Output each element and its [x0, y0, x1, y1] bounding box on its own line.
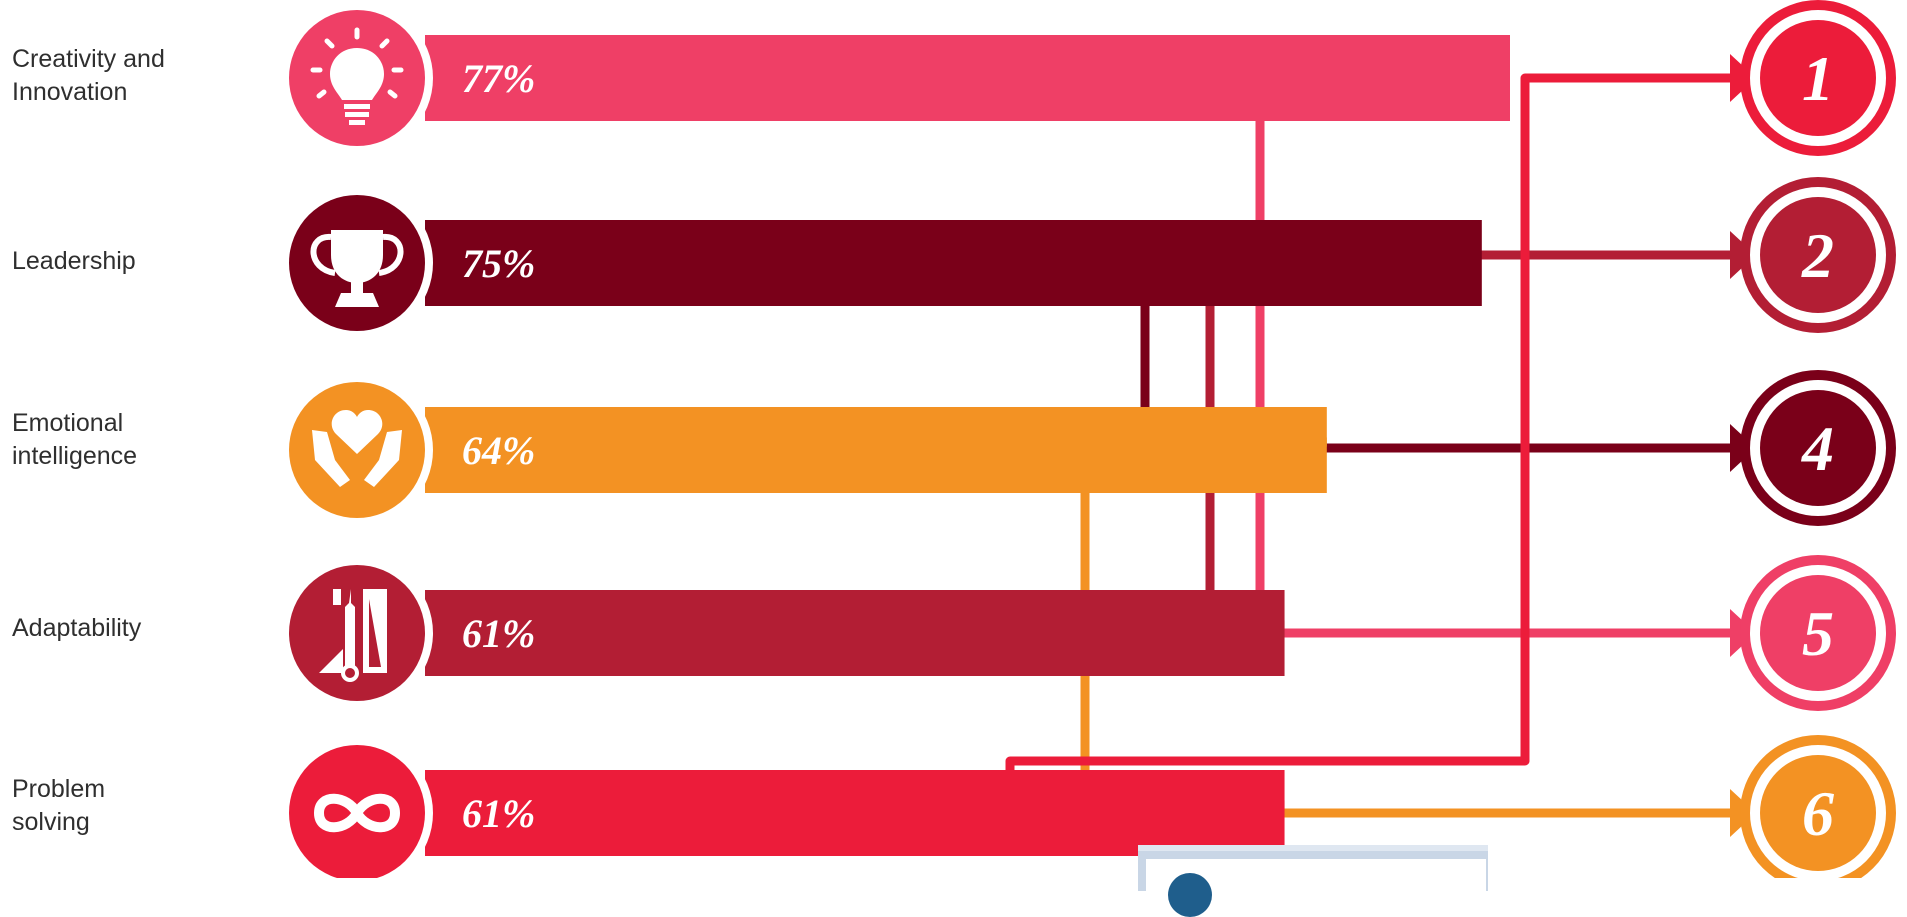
bar — [425, 590, 1285, 676]
label-line: Problem — [12, 775, 106, 803]
value-label: 77% — [462, 56, 535, 101]
bar — [425, 220, 1482, 306]
value-label: 75% — [462, 241, 535, 286]
label-line: Innovation — [12, 78, 128, 106]
connector-line — [1255, 65, 1730, 638]
category-label: Creativity and Innovation — [12, 43, 232, 109]
rank-badge — [1760, 390, 1876, 506]
label-line: solving — [12, 808, 90, 836]
partial-logo-box — [1138, 845, 1488, 917]
rank-badge — [1760, 197, 1876, 313]
rank-badge — [1760, 20, 1876, 136]
bar — [425, 770, 1285, 856]
rank-label: 2 — [1801, 220, 1834, 291]
category-label: Adaptability — [12, 612, 232, 645]
label-line: intelligence — [12, 442, 138, 470]
value-label: 61% — [462, 791, 535, 836]
category-label: Problem solving — [12, 773, 232, 839]
value-label: 64% — [462, 428, 535, 473]
category-label: Emotional intelligence — [12, 407, 232, 473]
label-line: Creativity and — [12, 45, 165, 73]
label-line: Emotional — [12, 409, 124, 437]
icon-circle — [289, 565, 425, 701]
rank-label: 1 — [1802, 43, 1834, 114]
bar — [425, 35, 1510, 121]
bar — [425, 407, 1327, 493]
logo-emblem-icon — [1168, 873, 1212, 917]
logo-panel — [1146, 859, 1486, 917]
rank-badge — [1760, 575, 1876, 691]
skills-chart: 77% 75% 64% 61% 61% 1 2 4 5 6 — [289, 0, 1896, 878]
rank-badge — [1760, 755, 1876, 871]
rank-label: 5 — [1802, 598, 1834, 669]
category-label: Leadership — [12, 245, 232, 278]
value-label: 61% — [462, 611, 535, 656]
label-line: Adaptability — [12, 614, 142, 642]
rank-label: 4 — [1801, 413, 1834, 484]
rank-label: 6 — [1802, 778, 1834, 849]
label-line: Leadership — [12, 247, 136, 275]
